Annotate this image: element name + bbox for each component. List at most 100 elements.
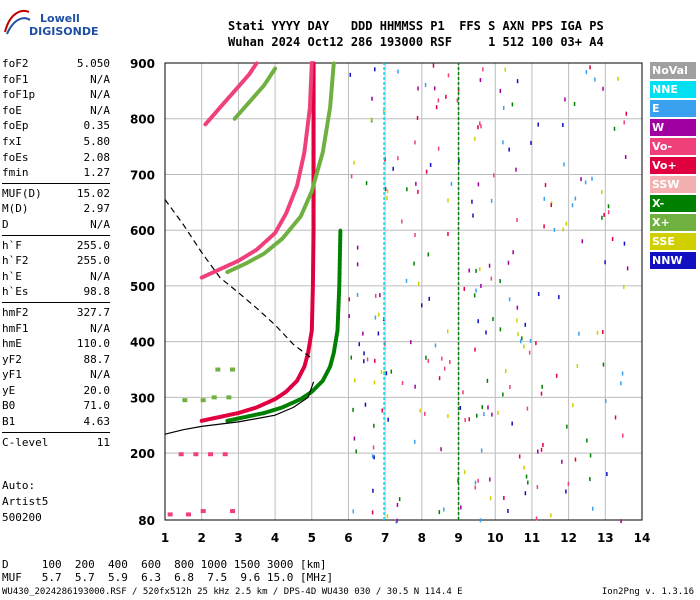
data-point: [273, 397, 277, 401]
noise-point: [486, 378, 489, 383]
noise-point: [475, 288, 477, 293]
noise-point: [620, 381, 622, 386]
noise-point: [544, 183, 547, 188]
noise-point: [380, 370, 383, 375]
noise-point: [421, 303, 423, 308]
x-tick-label: 2: [198, 531, 206, 545]
noise-point: [443, 366, 446, 371]
noise-point: [508, 147, 510, 152]
noise-point: [521, 336, 523, 341]
data-point: [273, 231, 277, 235]
noise-point: [417, 189, 419, 194]
param-label: foEp: [2, 119, 29, 133]
noise-point: [571, 203, 574, 208]
noise-point: [489, 477, 491, 482]
data-point: [295, 379, 299, 383]
noise-point: [475, 268, 477, 273]
x-tick-label: 3: [234, 531, 242, 545]
noise-point: [543, 224, 545, 229]
param-label: hmF1: [2, 321, 29, 335]
trace-x-: [232, 66, 278, 121]
param-value: 20.0: [83, 383, 111, 397]
param-value: N/A: [90, 103, 110, 117]
trace-vo-: [199, 61, 314, 280]
data-point: [332, 61, 336, 65]
y-tick-label: 800: [130, 113, 155, 127]
param-value: 2.97: [83, 202, 111, 216]
param-separator: [2, 301, 110, 303]
noise-point: [458, 158, 460, 163]
data-point: [167, 512, 173, 517]
noise-point: [365, 181, 368, 186]
noise-point: [468, 268, 470, 273]
noise-point: [540, 447, 543, 452]
param-value: 0.35: [83, 119, 111, 133]
data-point: [299, 397, 303, 401]
param-value: N/A: [90, 368, 110, 382]
noise-point: [589, 65, 591, 70]
legend-item-noval: NoVal: [650, 62, 696, 79]
data-point: [186, 512, 192, 517]
noise-point: [563, 162, 565, 167]
param-value: 88.7: [83, 352, 111, 366]
noise-point: [350, 174, 353, 179]
noise-point: [578, 331, 580, 336]
param-label: h`F2: [2, 254, 29, 268]
noise-point: [386, 196, 388, 201]
noise-point: [397, 156, 399, 161]
noise-point: [437, 146, 440, 151]
param-row: fxI 5.80: [2, 134, 110, 150]
noise-point: [479, 78, 482, 83]
noise-point: [429, 162, 432, 167]
noise-point: [447, 73, 450, 78]
param-row: fmin 1.27: [2, 165, 110, 181]
param-row: hmF1 N/A: [2, 321, 110, 337]
noise-point: [396, 518, 398, 523]
noise-point: [493, 173, 495, 178]
noise-point: [530, 140, 532, 145]
param-label: hmE: [2, 337, 22, 351]
noise-point: [525, 474, 528, 479]
x-tick-label: 4: [271, 531, 279, 545]
data-point: [208, 452, 214, 457]
param-value: 255.0: [76, 238, 110, 252]
noise-point: [374, 293, 377, 298]
param-value: 255.0: [76, 254, 110, 268]
param-separator: [2, 431, 110, 433]
noise-point: [561, 459, 563, 464]
noise-point: [449, 360, 451, 365]
noise-point: [482, 67, 484, 72]
legend-item-e: E: [650, 100, 696, 117]
y-tick-label: 300: [130, 391, 155, 405]
noise-point: [499, 279, 501, 284]
data-point: [200, 509, 206, 514]
data-point: [222, 452, 228, 457]
data-point: [335, 328, 340, 333]
noise-point: [524, 491, 527, 496]
noise-point: [543, 196, 546, 201]
trace-x-: [225, 61, 336, 274]
param-row: foF1 N/A: [2, 72, 110, 88]
data-point: [247, 100, 251, 104]
polarization-legend: NoVal NNE E W Vo- Vo+ SSW X- X+ SSE NNW: [650, 62, 696, 271]
noise-point: [502, 105, 505, 110]
noise-point: [459, 405, 462, 410]
data-point: [233, 117, 237, 121]
noise-point: [374, 358, 376, 363]
noise-point: [435, 105, 438, 110]
data-point: [328, 365, 332, 369]
noise-point: [512, 250, 514, 255]
noise-point: [591, 176, 593, 181]
noise-point: [390, 369, 393, 374]
noise-point: [352, 407, 354, 412]
legend-item-nne: NNE: [650, 81, 696, 98]
noise-point: [428, 296, 430, 301]
noise-point: [487, 405, 489, 410]
data-point: [230, 367, 236, 372]
param-value: N/A: [90, 269, 110, 283]
noise-point: [358, 342, 361, 347]
noise-point: [356, 245, 359, 250]
param-row: h`F 255.0: [2, 238, 110, 254]
noise-point: [480, 283, 482, 288]
